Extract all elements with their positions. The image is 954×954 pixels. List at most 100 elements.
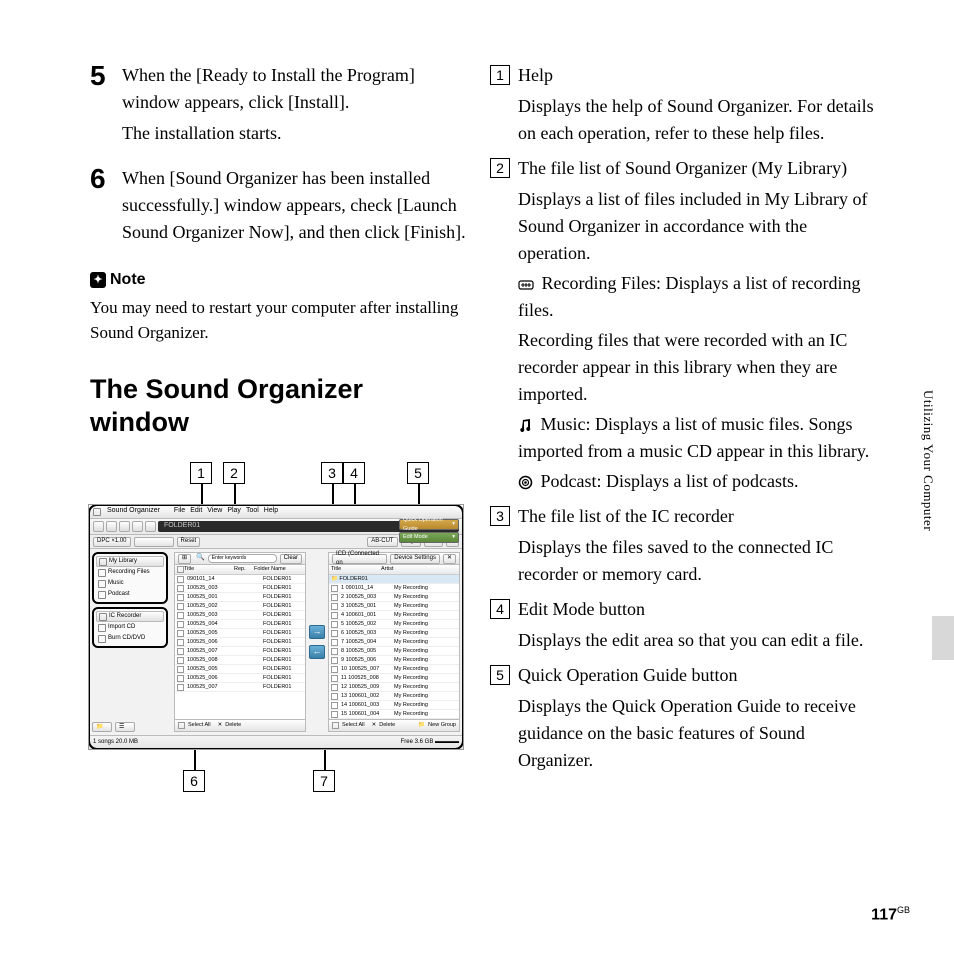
select-all-check[interactable] (178, 722, 185, 729)
search-input[interactable]: Enter keywords (208, 554, 277, 563)
menu-view[interactable]: View (207, 506, 222, 517)
callout-title: Quick Operation Guide button (518, 662, 878, 689)
view-button[interactable]: ⊞ (178, 554, 191, 564)
ic-recorder-group: IC RecorderImport CDBurn CD/DVD (92, 607, 168, 648)
quick-guide-button[interactable]: Quick Operation Guide▾ (399, 519, 459, 530)
prev-button[interactable] (106, 521, 117, 532)
stop-button[interactable] (93, 521, 104, 532)
table-row[interactable]: 3 100525_001My Recording (329, 602, 459, 611)
install-step: 6 When [Sound Organizer has been install… (90, 165, 466, 250)
list-button[interactable]: ☰ (115, 722, 135, 732)
note-icon: ✦ (90, 272, 106, 288)
table-row[interactable]: 100525_004FOLDER01 (175, 620, 305, 629)
menu-help[interactable]: Help (264, 506, 278, 517)
table-row[interactable]: 14 100601_003My Recording (329, 701, 459, 710)
callout-title: Help (518, 62, 878, 89)
table-row[interactable]: 5 100525_002My Recording (329, 620, 459, 629)
delete-button[interactable]: Delete (225, 721, 241, 729)
new-group-button[interactable]: New Group (428, 721, 456, 729)
callout-label-2: 2 (223, 462, 245, 484)
table-row[interactable]: 090101_14FOLDER01 (175, 575, 305, 584)
left-column: 5 When the [Ready to Install the Program… (90, 62, 466, 924)
callout-description: Displays a list of files included in My … (518, 186, 878, 495)
table-row[interactable]: 100525_002FOLDER01 (175, 602, 305, 611)
callout-label-4: 4 (343, 462, 365, 484)
sidebar-item[interactable]: Podcast (96, 589, 164, 600)
table-row[interactable]: 11 100525_008My Recording (329, 674, 459, 683)
install-step: 5 When the [Ready to Install the Program… (90, 62, 466, 151)
abcut-chip[interactable]: AB-CUT (367, 537, 397, 547)
table-row[interactable]: 100525_003FOLDER01 (175, 611, 305, 620)
select-all-check-r[interactable] (332, 722, 339, 729)
edit-mode-button[interactable]: Edit Mode▾ (399, 532, 459, 543)
chapter-tab: Utilizing Your Computer (920, 390, 936, 531)
sidebar-item[interactable]: Music (96, 578, 164, 589)
dpc-chip[interactable]: DPC ×1.00 (93, 537, 131, 547)
menu-play[interactable]: Play (227, 506, 241, 517)
callout-label-1: 1 (190, 462, 212, 484)
sidebar-item[interactable]: Recording Files (96, 567, 164, 578)
step-number: 5 (90, 62, 114, 151)
callout-label-5: 5 (407, 462, 429, 484)
callout-label-3: 3 (321, 462, 343, 484)
table-row[interactable]: 9 100525_006My Recording (329, 656, 459, 665)
table-row[interactable]: 100525_008FOLDER01 (175, 656, 305, 665)
table-row[interactable]: 100525_003FOLDER01 (175, 584, 305, 593)
table-row[interactable]: 100525_006FOLDER01 (175, 674, 305, 683)
device-settings-button[interactable]: Device Settings (390, 554, 440, 564)
table-row[interactable]: 7 100525_004My Recording (329, 638, 459, 647)
table-row[interactable]: 4 100601_001My Recording (329, 611, 459, 620)
close-pane-button[interactable]: ✕ (443, 554, 456, 564)
section-heading: The Sound Organizer window (90, 373, 466, 438)
transfer-right-button[interactable]: → (309, 625, 325, 639)
table-row[interactable]: 13 100601_002My Recording (329, 692, 459, 701)
table-row[interactable]: 6 100525_003My Recording (329, 629, 459, 638)
right-column: 1 Help Displays the help of Sound Organiz… (490, 62, 878, 924)
slider[interactable] (134, 537, 174, 547)
device-chip[interactable]: ICD (Connected on (332, 554, 387, 564)
reset-button[interactable]: Reset (177, 537, 201, 547)
table-row[interactable]: 100525_006FOLDER01 (175, 638, 305, 647)
callout-1: 1 Help (490, 62, 878, 89)
step-text: When the [Ready to Install the Program] … (122, 62, 466, 116)
table-row[interactable]: 100525_005FOLDER01 (175, 665, 305, 674)
sidebar-item[interactable]: My Library (96, 556, 164, 567)
table-row[interactable]: 12 100525_009My Recording (329, 683, 459, 692)
rec-button[interactable] (145, 521, 156, 532)
next-button[interactable] (132, 521, 143, 532)
menu-edit[interactable]: Edit (190, 506, 202, 517)
callout-number: 1 (490, 65, 510, 85)
sidebar-item[interactable]: Burn CD/DVD (96, 633, 164, 644)
callout-number: 5 (490, 665, 510, 685)
table-row[interactable]: 100525_007FOLDER01 (175, 683, 305, 692)
callout-description: Displays the Quick Operation Guide to re… (518, 693, 878, 774)
table-row[interactable]: 15 100601_004My Recording (329, 710, 459, 719)
menu-tool[interactable]: Tool (246, 506, 259, 517)
table-row[interactable]: 100525_005FOLDER01 (175, 629, 305, 638)
table-row[interactable]: 10 100525_007My Recording (329, 665, 459, 674)
callout-description: Displays the help of Sound Organizer. Fo… (518, 93, 878, 147)
app-icon (93, 508, 101, 516)
sound-organizer-mock: Sound Organizer File Edit View Play Tool Help… (88, 504, 464, 750)
callout-label-6: 6 (183, 770, 205, 792)
table-row[interactable]: 8 100525_005My Recording (329, 647, 459, 656)
sidebar-item[interactable]: Import CD (96, 622, 164, 633)
table-row[interactable]: 100525_001FOLDER01 (175, 593, 305, 602)
callout-label-7: 7 (313, 770, 335, 792)
table-row[interactable]: 2 100525_003My Recording (329, 593, 459, 602)
clear-button[interactable]: Clear (280, 554, 302, 564)
sidebar-item[interactable]: IC Recorder (96, 611, 164, 622)
play-button[interactable] (119, 521, 130, 532)
callout-title: The file list of Sound Organizer (My Lib… (518, 155, 878, 182)
transfer-left-button[interactable]: ← (309, 645, 325, 659)
app-title: Sound Organizer (107, 506, 160, 517)
callout-description: Displays the files saved to the connecte… (518, 534, 878, 588)
menu-file[interactable]: File (174, 506, 185, 517)
callout-number: 4 (490, 599, 510, 619)
note-text: You may need to restart your computer af… (90, 296, 466, 345)
step-number: 6 (90, 165, 114, 250)
callout-3: 3 The file list of the IC recorder (490, 503, 878, 530)
table-row[interactable]: 100525_007FOLDER01 (175, 647, 305, 656)
table-row[interactable]: 1 090101_14My Recording (329, 584, 459, 593)
folder-button[interactable]: 📁 (92, 722, 112, 732)
